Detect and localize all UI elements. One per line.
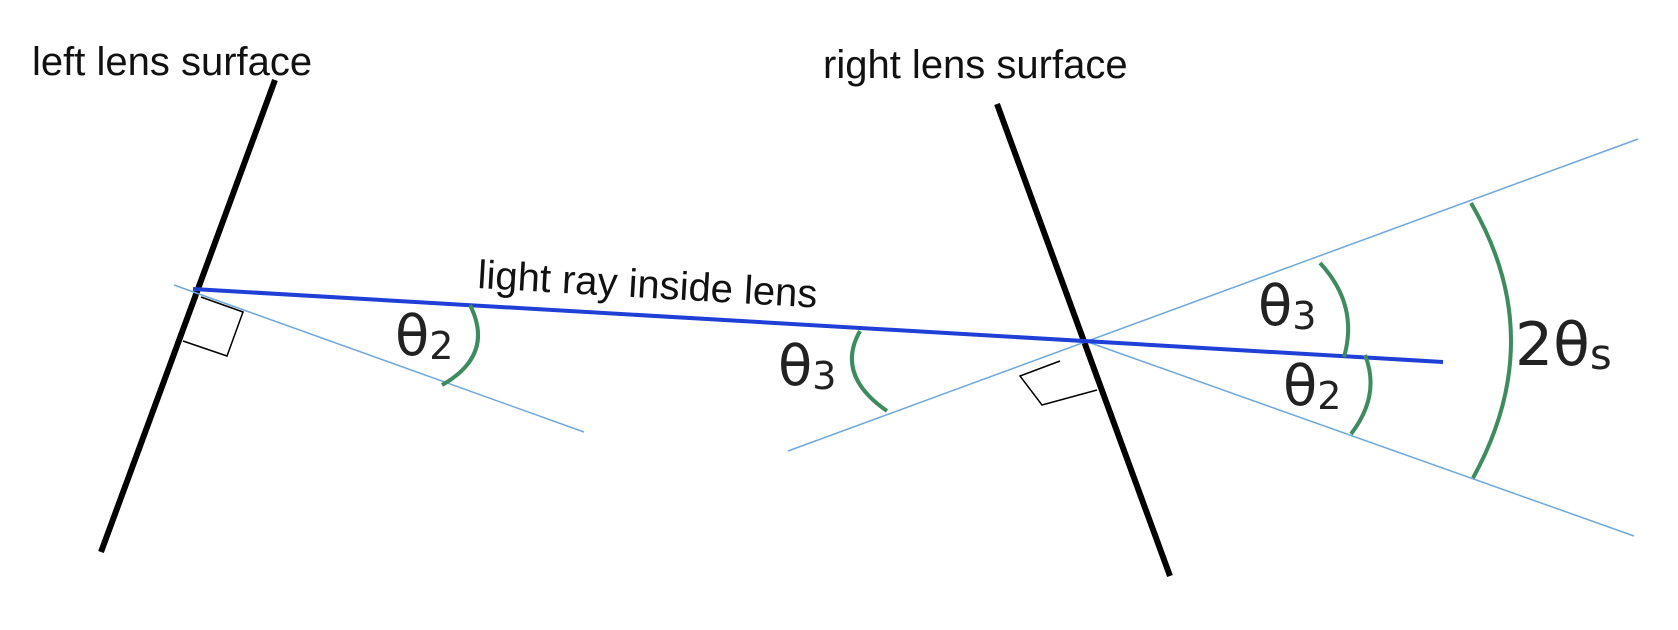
left-lens-surface — [98, 78, 278, 554]
theta3-mid-arc — [850, 330, 889, 413]
two-theta-s-label: 2θs — [1515, 310, 1612, 380]
two-theta-s-arc — [1469, 201, 1513, 479]
left-normal-line — [173, 284, 585, 433]
theta3-mid-label: θ3 — [778, 334, 836, 399]
theta3-right-arc — [1318, 261, 1351, 358]
theta2-left-arc — [441, 304, 480, 387]
right-upper-line — [787, 138, 1639, 452]
theta2-right-label: θ2 — [1283, 354, 1341, 419]
right-lower-line — [1087, 341, 1635, 537]
theta3-right-label: θ3 — [1258, 274, 1316, 339]
left-right-angle-marker — [182, 296, 244, 357]
theta2-right-arc — [1349, 354, 1373, 436]
right-right-angle-marker — [1018, 360, 1098, 406]
light-ray — [192, 287, 1444, 364]
right-surface-label: right lens surface — [823, 43, 1128, 87]
left-surface-label: left lens surface — [32, 40, 312, 84]
theta2-left-label: θ2 — [395, 304, 453, 369]
